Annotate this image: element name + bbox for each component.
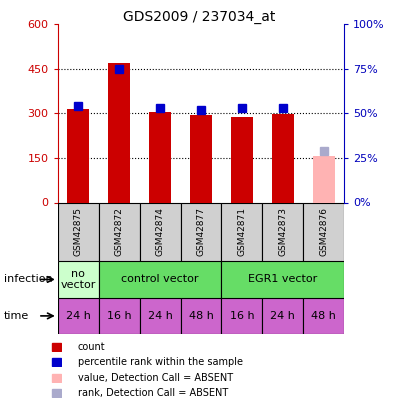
Text: count: count: [78, 342, 105, 352]
Bar: [181, 202, 221, 261]
Bar: [303, 298, 344, 334]
Bar: [140, 298, 181, 334]
Bar: [58, 298, 99, 334]
Bar: [262, 298, 303, 334]
Bar: [221, 202, 262, 261]
Text: 24 h: 24 h: [270, 311, 295, 321]
Text: 16 h: 16 h: [230, 311, 254, 321]
Bar: [149, 112, 171, 202]
Text: no
vector: no vector: [60, 269, 96, 290]
Bar: [108, 63, 131, 202]
Bar: [231, 117, 253, 202]
Text: GDS2009 / 237034_at: GDS2009 / 237034_at: [123, 10, 275, 24]
Text: EGR1 vector: EGR1 vector: [248, 275, 318, 284]
Text: 48 h: 48 h: [189, 311, 213, 321]
Bar: [271, 114, 294, 202]
Text: percentile rank within the sample: percentile rank within the sample: [78, 358, 243, 367]
Text: GSM42874: GSM42874: [156, 207, 164, 256]
Bar: [52, 358, 61, 366]
Bar: [181, 298, 221, 334]
Text: control vector: control vector: [121, 275, 199, 284]
Bar: [52, 343, 61, 351]
Bar: [140, 202, 181, 261]
Text: GSM42875: GSM42875: [74, 207, 83, 256]
Text: GSM42877: GSM42877: [197, 207, 205, 256]
Bar: [221, 261, 344, 298]
Text: 24 h: 24 h: [148, 311, 172, 321]
Text: 48 h: 48 h: [311, 311, 336, 321]
Bar: [221, 298, 262, 334]
Bar: [58, 202, 99, 261]
Bar: [99, 298, 140, 334]
Text: GSM42876: GSM42876: [319, 207, 328, 256]
Bar: [52, 373, 61, 382]
Text: 24 h: 24 h: [66, 311, 91, 321]
Text: infection: infection: [4, 275, 53, 284]
Text: value, Detection Call = ABSENT: value, Detection Call = ABSENT: [78, 373, 233, 383]
Text: time: time: [4, 311, 29, 321]
Text: GSM42873: GSM42873: [278, 207, 287, 256]
Bar: [303, 202, 344, 261]
Bar: [312, 156, 335, 202]
Bar: [262, 202, 303, 261]
Bar: [58, 261, 99, 298]
Bar: [67, 109, 90, 202]
Bar: [99, 202, 140, 261]
Bar: [99, 261, 221, 298]
Bar: [190, 115, 212, 202]
Text: 16 h: 16 h: [107, 311, 131, 321]
Bar: [52, 389, 61, 397]
Text: GSM42872: GSM42872: [115, 207, 124, 256]
Text: GSM42871: GSM42871: [238, 207, 246, 256]
Text: rank, Detection Call = ABSENT: rank, Detection Call = ABSENT: [78, 388, 228, 398]
